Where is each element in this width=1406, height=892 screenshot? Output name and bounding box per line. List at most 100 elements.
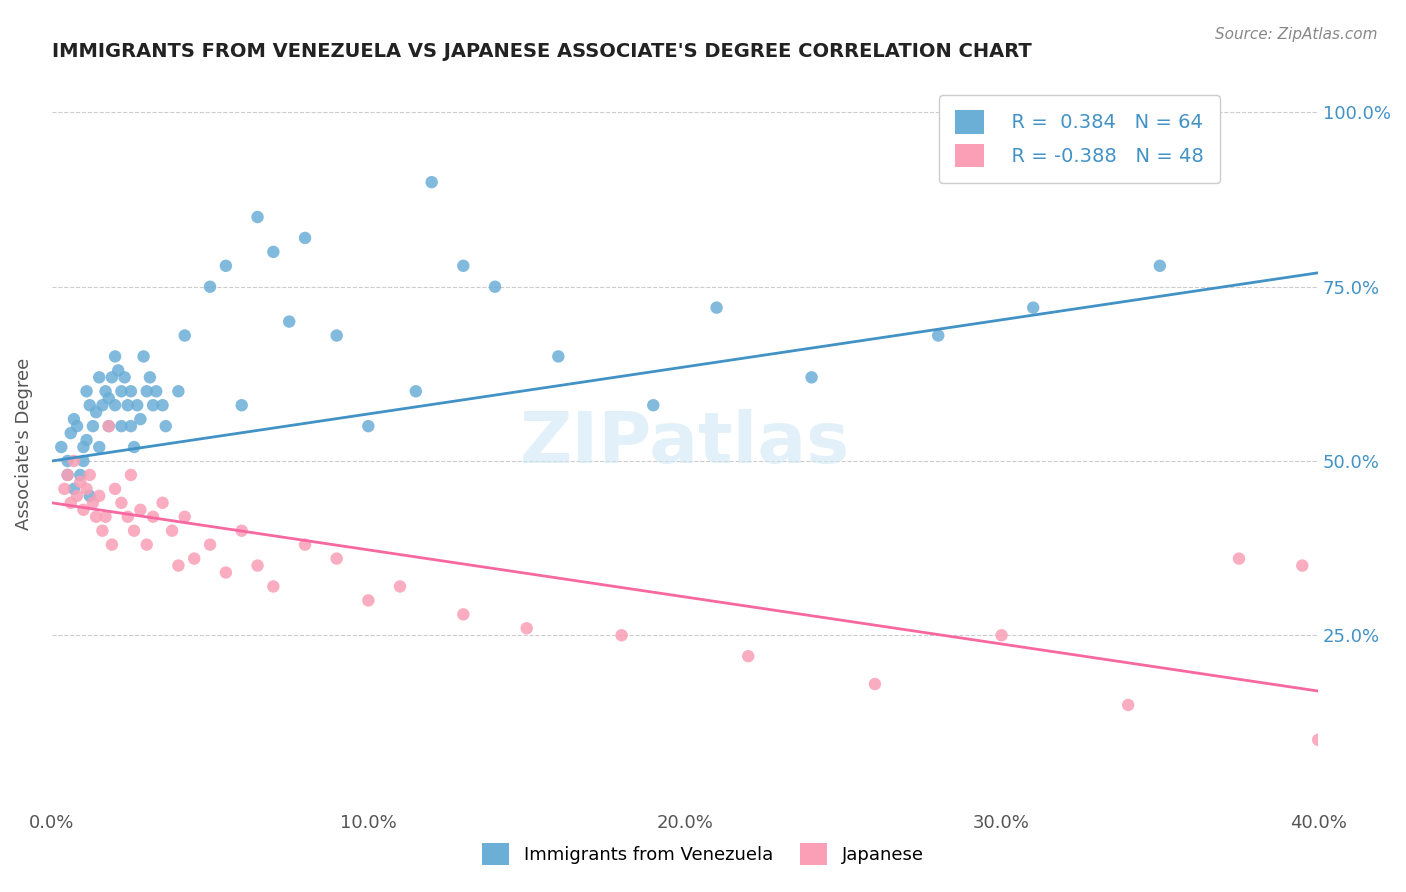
Point [278,315,301,329]
Point [63,454,86,468]
Point [152,496,174,510]
Point [122,440,145,454]
Point [110,496,132,510]
Point [453,259,475,273]
Point [160,524,183,538]
Point [59,426,82,441]
Point [129,412,152,426]
Point [129,503,152,517]
Point [294,231,316,245]
Point [79,467,101,482]
Point [89,370,111,384]
Point [63,482,86,496]
Point [120,384,142,399]
Point [69,475,91,489]
Point [97,419,120,434]
Point [737,649,759,664]
Point [56,467,79,482]
Point [357,593,380,607]
Point [104,350,127,364]
Point [152,398,174,412]
Text: Source: ZipAtlas.com: Source: ZipAtlas.com [1215,27,1378,42]
Point [91,524,114,538]
Point [94,509,117,524]
Point [76,384,98,399]
Point [547,350,569,364]
Point [173,509,195,524]
Point [183,551,205,566]
Point [1022,301,1045,315]
Point [84,509,107,524]
Point [1149,259,1171,273]
Point [167,384,190,399]
Point [84,405,107,419]
Text: IMMIGRANTS FROM VENEZUELA VS JAPANESE ASSOCIATE'S DEGREE CORRELATION CHART: IMMIGRANTS FROM VENEZUELA VS JAPANESE AS… [52,42,1032,61]
Point [51,440,73,454]
Point [91,398,114,412]
Point [262,244,284,259]
Point [325,551,347,566]
Point [135,538,157,552]
Point [76,482,98,496]
Point [56,454,79,468]
Point [1291,558,1313,573]
Point [135,384,157,399]
Point [110,384,132,399]
Point [69,467,91,482]
Point [167,558,190,573]
Point [405,384,427,399]
Point [127,398,149,412]
Point [97,419,120,434]
Point [516,621,538,635]
Point [1227,551,1250,566]
Point [72,503,94,517]
Point [66,489,89,503]
Point [643,398,665,412]
Point [101,538,124,552]
Point [420,175,443,189]
Point [76,433,98,447]
Point [173,328,195,343]
Point [120,419,142,434]
Point [72,440,94,454]
Point [294,538,316,552]
Point [215,566,238,580]
Y-axis label: Associate's Degree: Associate's Degree [15,358,32,530]
Point [325,328,347,343]
Text: ZIPatlas: ZIPatlas [520,409,851,478]
Point [79,489,101,503]
Point [1116,698,1139,712]
Legend:   R =  0.384   N = 64,   R = -0.388   N = 48: R = 0.384 N = 64, R = -0.388 N = 48 [939,95,1220,183]
Point [246,210,269,224]
Point [262,579,284,593]
Point [863,677,886,691]
Point [53,482,76,496]
Point [114,370,136,384]
Point [89,440,111,454]
Point [97,391,120,405]
Point [145,384,167,399]
Point [453,607,475,622]
Point [89,489,111,503]
Point [122,524,145,538]
Point [94,384,117,399]
Point [79,398,101,412]
Point [357,419,380,434]
Point [101,370,124,384]
Point [59,496,82,510]
Point [82,419,104,434]
Point [990,628,1012,642]
Point [198,538,221,552]
Point [246,558,269,573]
Point [142,509,165,524]
Point [215,259,238,273]
Point [132,350,155,364]
Point [104,482,127,496]
Point [142,398,165,412]
Point [610,628,633,642]
Point [117,509,139,524]
Point [117,398,139,412]
Point [110,419,132,434]
Point [82,496,104,510]
Point [1308,732,1330,747]
